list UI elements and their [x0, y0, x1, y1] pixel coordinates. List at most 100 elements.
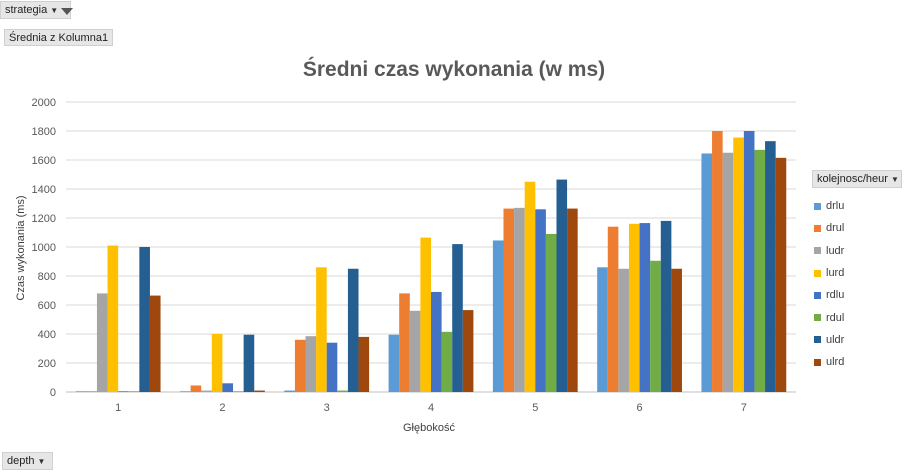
y-tick-label: 1800 [32, 126, 56, 138]
bar-lurd-3 [316, 267, 327, 392]
x-tick-label: 2 [219, 402, 225, 414]
bar-drul-2 [190, 385, 202, 392]
bar-drlu-2 [180, 391, 191, 392]
legend-item-ludr: ludr [814, 240, 844, 262]
bar-rdlu-5 [535, 209, 546, 392]
legend-item-drul: drul [814, 217, 844, 239]
bar-ludr-6 [618, 268, 629, 392]
chart-title: Średni czas wykonania (w ms) [302, 58, 606, 81]
bar-uldr-1 [139, 247, 150, 392]
bar-ulrd-5 [567, 208, 578, 392]
legend-swatch [814, 247, 821, 255]
legend-item-rdlu: rdlu [814, 284, 844, 306]
bar-drlu-5 [492, 240, 504, 392]
bar-rdlu-6 [639, 223, 651, 392]
legend-item-ulrd: ulrd [814, 351, 844, 373]
legend-swatch [814, 314, 821, 322]
legend-item-uldr: uldr [814, 329, 844, 351]
legend-field-label: kolejnosc/heur [817, 173, 888, 185]
y-tick-label: 200 [38, 358, 56, 370]
bar-rdlu-4 [431, 291, 442, 392]
x-axis-label: Głębokość [403, 422, 455, 434]
bar-rdul-4 [441, 331, 453, 392]
bar-drlu-3 [284, 390, 295, 392]
legend-label: lurd [826, 267, 845, 280]
bar-ulrd-7 [775, 157, 787, 392]
bar-uldr-2 [243, 334, 255, 392]
chart-legend: drlu drul ludr lurd rdlu rdul uldr ulrd [814, 195, 844, 373]
legend-field-button[interactable]: kolejnosc/heur ▼ [812, 170, 902, 188]
bar-rdul-1 [128, 391, 140, 392]
legend-swatch [814, 336, 821, 344]
filter-funnel-icon [61, 7, 74, 15]
y-axis-label: Czas wykonania (ms) [15, 195, 27, 301]
legend-swatch [814, 269, 821, 277]
bar-drul-4 [399, 293, 410, 392]
depth-filter-label: depth [7, 455, 35, 467]
values-field-label: Średnia z Kolumna1 [9, 31, 109, 44]
legend-label: drlu [826, 200, 845, 213]
depth-filter-button[interactable]: depth ▼ [2, 452, 53, 470]
bar-drul-6 [607, 226, 619, 392]
bar-rdul-6 [650, 260, 661, 392]
y-tick-label: 1200 [32, 213, 56, 225]
x-tick-label: 4 [428, 402, 434, 414]
legend-swatch [814, 291, 821, 299]
bar-lurd-2 [211, 334, 223, 392]
bar-ulrd-2 [254, 390, 265, 392]
x-tick-label: 7 [741, 402, 747, 414]
bar-ulrd-6 [671, 268, 682, 392]
bar-rdul-3 [337, 390, 348, 392]
x-tick-label: 5 [532, 402, 538, 414]
strategia-filter-label: strategia [5, 4, 48, 16]
bar-ulrd-4 [462, 310, 474, 392]
bar-ludr-2 [201, 390, 212, 392]
legend-swatch [814, 358, 821, 366]
bar-uldr-4 [452, 244, 463, 392]
bar-drul-7 [712, 131, 723, 392]
y-tick-label: 1600 [32, 155, 56, 167]
bar-drlu-4 [388, 334, 400, 392]
bar-uldr-7 [765, 141, 776, 392]
y-tick-label: 1000 [32, 242, 56, 254]
y-tick-label: 800 [38, 271, 56, 283]
bar-ulrd-3 [358, 336, 370, 392]
legend-label: rdlu [826, 289, 845, 302]
y-tick-label: 400 [38, 329, 56, 341]
bar-rdul-7 [754, 149, 766, 392]
bar-ludr-5 [514, 207, 525, 392]
strategia-filter-button[interactable]: strategia ▼ [0, 1, 74, 19]
legend-item-lurd: lurd [814, 262, 844, 284]
bar-uldr-5 [556, 179, 568, 392]
bar-ludr-7 [722, 152, 734, 392]
bar-rdul-2 [233, 391, 244, 392]
chevron-down-icon: ▼ [37, 456, 46, 466]
bar-ludr-4 [409, 310, 421, 392]
legend-swatch [814, 224, 821, 232]
bar-rdlu-7 [743, 131, 755, 392]
legend-label: rdul [826, 311, 845, 324]
x-tick-label: 6 [637, 402, 643, 414]
y-tick-label: 600 [38, 300, 56, 312]
x-tick-label: 1 [115, 402, 121, 414]
bar-uldr-3 [347, 268, 359, 392]
bar-drul-1 [86, 391, 97, 392]
bar-lurd-4 [420, 237, 431, 392]
bar-drlu-1 [75, 391, 87, 392]
bar-ulrd-1 [149, 295, 161, 392]
y-tick-label: 1400 [32, 184, 56, 196]
bar-rdlu-1 [118, 391, 129, 392]
legend-swatch [814, 202, 821, 210]
bar-rdlu-3 [326, 342, 338, 392]
values-field-button[interactable]: Średnia z Kolumna1 [4, 29, 114, 46]
legend-label: ulrd [826, 356, 845, 369]
bar-ludr-1 [96, 293, 108, 392]
bar-drul-5 [503, 208, 515, 392]
bar-rdlu-2 [222, 383, 234, 392]
bar-lurd-6 [628, 223, 640, 392]
legend-label: drul [826, 222, 845, 235]
chevron-down-icon: ▼ [890, 174, 899, 184]
bar-ludr-3 [305, 336, 317, 392]
bar-uldr-6 [660, 220, 672, 392]
